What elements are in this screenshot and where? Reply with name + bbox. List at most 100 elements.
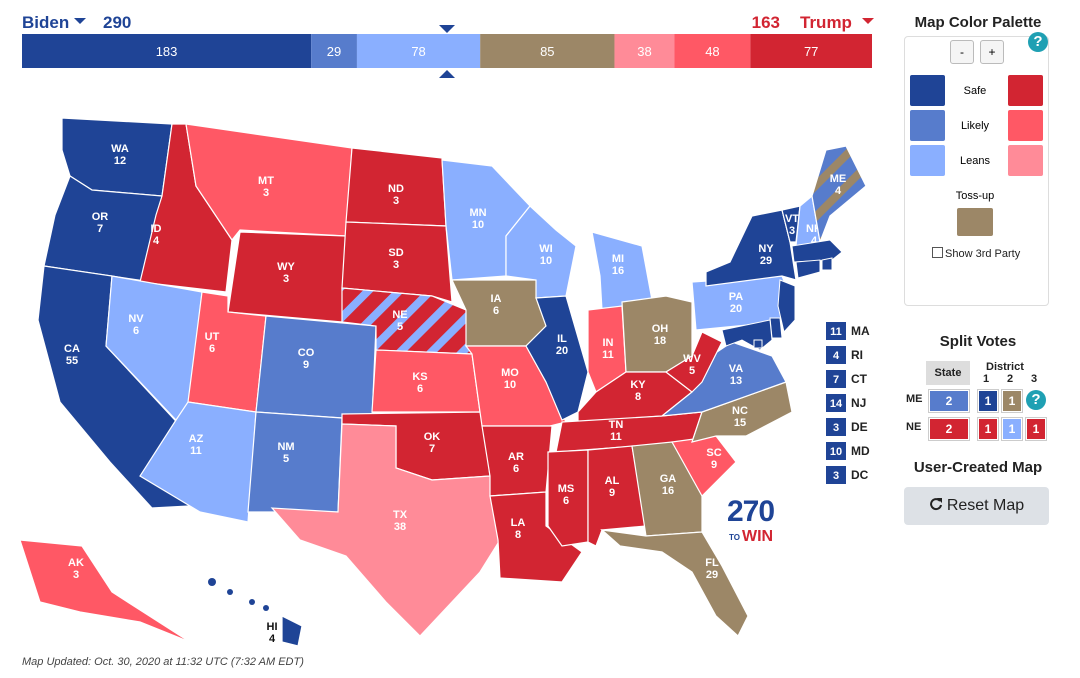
- state-ev: 6: [563, 495, 569, 507]
- state[interactable]: MN 10: [441, 159, 531, 281]
- state[interactable]: PA 20: [691, 275, 793, 331]
- district-number: 1: [983, 373, 990, 385]
- split-cell[interactable]: 1: [1026, 418, 1046, 440]
- rep-votes: 163: [752, 13, 780, 32]
- rep-caret[interactable]: [862, 18, 874, 24]
- state-label: AZ 11: [189, 433, 204, 457]
- small-state-box[interactable]: [826, 466, 846, 484]
- split-cell[interactable]: 1: [978, 418, 998, 440]
- state-shape[interactable]: [255, 315, 377, 421]
- state[interactable]: AR 6: [481, 425, 553, 497]
- help-icon[interactable]: ?: [1026, 390, 1046, 410]
- state-label: MO 10: [501, 367, 519, 391]
- state-ev: 5: [689, 365, 695, 377]
- state[interactable]: IN 11: [587, 305, 627, 393]
- split-cell[interactable]: 2: [929, 418, 969, 440]
- state[interactable]: SD 3: [341, 221, 453, 303]
- state-shape[interactable]: [270, 423, 501, 637]
- state[interactable]: WV 5: [664, 331, 723, 393]
- split-cell[interactable]: 1: [1002, 418, 1022, 440]
- dem-swatch[interactable]: [910, 110, 945, 141]
- state-ev: 4: [835, 185, 842, 197]
- state[interactable]: MI 16: [591, 231, 653, 311]
- small-state-abbr: RI: [851, 348, 863, 362]
- small-state-box[interactable]: [826, 322, 846, 340]
- state[interactable]: WY 3: [227, 231, 347, 323]
- rep-swatch[interactable]: [1008, 110, 1043, 141]
- state[interactable]: KS 6: [371, 349, 481, 413]
- state[interactable]: NY 29: [705, 209, 797, 287]
- state[interactable]: ME 4: [811, 145, 867, 245]
- minus-button[interactable]: -: [950, 40, 974, 64]
- rep-swatch[interactable]: [1008, 145, 1043, 176]
- state-shape[interactable]: [821, 257, 833, 271]
- state-abbr: VT: [785, 213, 799, 225]
- reset-button[interactable]: Reset Map: [904, 487, 1049, 525]
- state-shape[interactable]: [281, 615, 303, 647]
- state-shape[interactable]: [525, 295, 589, 421]
- small-state-box[interactable]: [826, 370, 846, 388]
- small-state-box[interactable]: [826, 442, 846, 460]
- island: [249, 599, 255, 605]
- reset-label[interactable]: Reset Map: [946, 497, 1025, 514]
- split-cell[interactable]: 2: [929, 390, 969, 412]
- dem-caret[interactable]: [74, 18, 86, 24]
- small-state-abbr: CT: [851, 372, 868, 386]
- state-shape[interactable]: [341, 221, 453, 303]
- state[interactable]: OH 18: [621, 295, 693, 373]
- rep-swatch[interactable]: [1008, 75, 1043, 106]
- state[interactable]: OR 7: [43, 175, 163, 283]
- state-shape[interactable]: [247, 411, 343, 513]
- small-state-box[interactable]: [826, 418, 846, 436]
- state-shape[interactable]: [664, 331, 723, 393]
- tossup-swatch[interactable]: [957, 208, 993, 236]
- state-ev: 6: [133, 325, 139, 337]
- state-abbr: MI: [612, 253, 624, 265]
- state[interactable]: VT 3: [781, 205, 801, 243]
- state-shape[interactable]: [705, 209, 797, 287]
- state-shape[interactable]: [600, 529, 749, 637]
- rep-name[interactable]: Trump: [800, 13, 852, 32]
- state-shape[interactable]: [753, 339, 763, 349]
- state[interactable]: IL 20: [525, 295, 589, 421]
- state-shape[interactable]: [547, 449, 589, 547]
- state[interactable]: TX 38: [270, 423, 501, 637]
- state-shape[interactable]: [777, 279, 796, 334]
- third-party[interactable]: Show 3rd Party: [932, 247, 1020, 260]
- split-cell[interactable]: 1: [1002, 390, 1022, 412]
- small-state-box[interactable]: [826, 346, 846, 364]
- state[interactable]: AK 3: [19, 539, 191, 643]
- state[interactable]: NV 6: [105, 275, 203, 421]
- small-state-box[interactable]: [826, 394, 846, 412]
- state[interactable]: ND 3: [345, 147, 447, 227]
- district-number: 3: [1031, 373, 1038, 385]
- state-abbr: MN: [469, 207, 486, 219]
- state-abbr: AR: [508, 451, 524, 463]
- state[interactable]: FL 29: [600, 529, 749, 637]
- state-shape[interactable]: [795, 259, 821, 279]
- state-label: AK 3: [68, 557, 84, 581]
- state-ev: 8: [635, 391, 641, 403]
- state-ev: 9: [303, 359, 309, 371]
- state-label: IN 11: [602, 337, 614, 361]
- bar-label: 78: [411, 44, 425, 59]
- state-ev: 29: [706, 569, 718, 581]
- help-icon[interactable]: ?: [1028, 32, 1048, 52]
- state[interactable]: LA 8: [489, 491, 583, 583]
- state[interactable]: HI 4: [267, 615, 303, 647]
- state-shape[interactable]: [791, 239, 843, 263]
- third-party-label[interactable]: Show 3rd Party: [945, 248, 1021, 260]
- state[interactable]: IA 6: [451, 279, 547, 347]
- state-shape[interactable]: [19, 539, 191, 643]
- split-cell[interactable]: 1: [978, 390, 998, 412]
- bar-segment: [614, 34, 675, 68]
- state-shape[interactable]: [489, 491, 583, 583]
- dem-name[interactable]: Biden: [22, 13, 69, 32]
- state[interactable]: MS 6: [547, 449, 589, 547]
- plus-button[interactable]: +: [980, 40, 1004, 64]
- state-label: NC 15: [732, 405, 748, 429]
- state[interactable]: CO 9: [255, 315, 377, 421]
- state[interactable]: NM 5: [247, 411, 343, 513]
- dem-swatch[interactable]: [910, 145, 945, 176]
- dem-swatch[interactable]: [910, 75, 945, 106]
